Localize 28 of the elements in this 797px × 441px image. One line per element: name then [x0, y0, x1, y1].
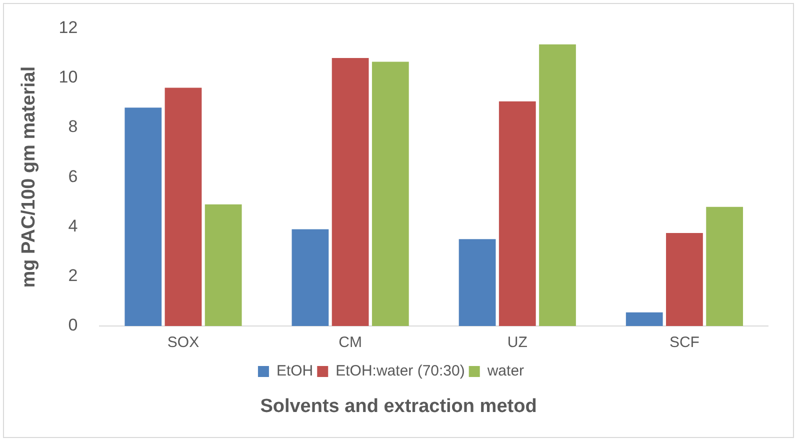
y-tick-label: 12 [58, 18, 78, 37]
bar [164, 88, 202, 326]
bar [539, 44, 576, 326]
x-axis-title: Solvents and extraction metod [259, 396, 538, 418]
y-tick-label: 0 [68, 316, 78, 335]
bar [124, 108, 162, 326]
y-axis-title: mg PAC/100 gm material [18, 66, 40, 288]
bar [292, 229, 329, 326]
y-tick-label: 8 [68, 117, 78, 136]
x-tick-label: SOX [167, 334, 200, 352]
y-tick-label: 4 [68, 216, 78, 236]
x-tick-label: SCF [669, 334, 700, 352]
bar [204, 204, 242, 326]
bar [666, 232, 703, 326]
bar [498, 101, 536, 326]
legend-label: water [486, 362, 524, 380]
bar [332, 58, 369, 326]
bar [706, 206, 744, 326]
legend-label: EtOH [276, 362, 314, 380]
legend-label: EtOH:water (70:30) [336, 362, 465, 380]
bar [626, 312, 663, 326]
y-tick-label: 6 [68, 166, 78, 186]
bar [458, 239, 496, 326]
x-tick-label: UZ [507, 334, 528, 352]
y-tick-label: 2 [68, 266, 78, 286]
y-tick-label: 10 [58, 68, 78, 87]
bar [372, 62, 409, 326]
x-tick-label: CM [338, 334, 362, 352]
